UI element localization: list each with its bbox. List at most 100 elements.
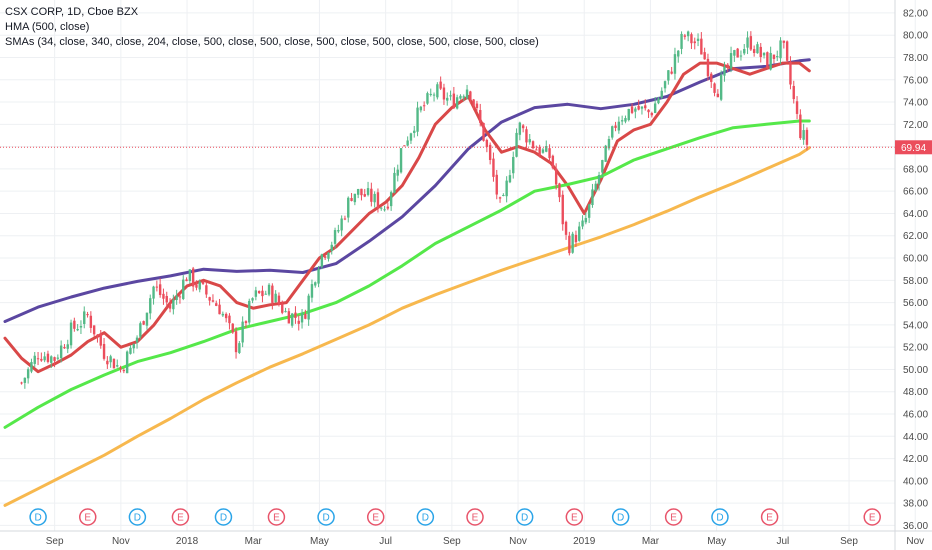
candle-body (568, 235, 571, 254)
last-price-label: 69.94 (901, 143, 926, 154)
earnings-marker[interactable]: E (79, 508, 97, 526)
candle-body (620, 120, 624, 122)
x-tick-label: Sep (46, 536, 64, 547)
candle-body (234, 331, 238, 353)
candle-body (759, 46, 762, 58)
candle-body (330, 244, 333, 252)
candle-body (360, 188, 363, 196)
candle-body (729, 53, 733, 69)
candle-body (69, 322, 73, 346)
y-tick-label: 64.00 (903, 209, 928, 220)
event-circle (863, 508, 881, 526)
candle-body (109, 356, 112, 363)
dividend-marker[interactable]: D (29, 508, 47, 526)
dividend-marker[interactable]: D (711, 508, 729, 526)
candle-body (449, 95, 452, 97)
candle-body (624, 118, 627, 122)
candle-body (33, 355, 36, 364)
candle-body (627, 108, 630, 121)
candle-body (485, 139, 489, 147)
candle-body (215, 303, 218, 306)
candle-body (680, 33, 683, 49)
x-tick-label: Mar (642, 536, 660, 547)
earnings-marker[interactable]: E (863, 508, 881, 526)
candle-body (587, 204, 591, 218)
y-tick-label: 72.00 (903, 120, 928, 131)
candle-body (323, 256, 327, 258)
y-tick-label: 40.00 (903, 476, 928, 487)
candle-body (505, 180, 508, 197)
earnings-marker[interactable]: E (366, 508, 385, 526)
candle-body (581, 220, 584, 227)
event-letter: E (766, 513, 773, 524)
candle-body (132, 343, 135, 349)
candle-body (459, 95, 462, 99)
candle-body (429, 93, 432, 95)
candle-body (172, 299, 175, 310)
candle-body (578, 226, 581, 241)
earnings-marker[interactable]: E (760, 508, 779, 526)
candle-body (188, 269, 192, 282)
candle-body (545, 146, 548, 152)
price-axis[interactable]: 36.00 38.00 40.00 42.00 44.00 46.00 48.00 50.00… (894, 0, 932, 550)
candle-body (574, 234, 578, 243)
candle-body (257, 290, 261, 294)
candle-body (297, 320, 300, 324)
candle-body (343, 218, 347, 220)
earnings-marker[interactable]: E (267, 508, 286, 526)
candle-body (416, 107, 419, 132)
earnings-marker[interactable]: E (664, 508, 683, 526)
candle-body (426, 93, 429, 104)
y-tick-label: 44.00 (903, 432, 928, 443)
candle-body (597, 174, 601, 185)
candle-body (304, 313, 307, 319)
dividend-marker[interactable]: D (611, 508, 630, 526)
event-circle (515, 508, 534, 526)
y-tick-label: 82.00 (903, 8, 928, 19)
candle-body (106, 360, 109, 365)
candle-body (492, 158, 495, 177)
candle-body (802, 130, 805, 140)
candle-body (244, 321, 248, 324)
candle-body (604, 145, 607, 162)
candle-body (469, 91, 472, 100)
candle-body (191, 268, 195, 287)
candle-body (149, 298, 152, 314)
x-tick-label: Mar (245, 536, 263, 547)
candle-body (307, 295, 310, 320)
candle-body (663, 81, 667, 89)
dividend-marker[interactable]: D (416, 508, 435, 526)
x-tick-label: Nov (906, 536, 924, 547)
event-letter: D (716, 513, 723, 524)
candle-body (432, 94, 436, 96)
candle-body (224, 313, 228, 319)
event-letter: D (34, 513, 41, 524)
dividend-marker[interactable]: D (515, 508, 534, 526)
event-letter: E (571, 513, 578, 524)
dividend-marker[interactable]: D (128, 508, 147, 526)
candle-body (162, 293, 165, 299)
earnings-marker[interactable]: E (466, 508, 484, 526)
event-letter: E (472, 513, 479, 524)
candle-body (281, 304, 284, 313)
earnings-marker[interactable]: E (565, 508, 584, 526)
candle-body (317, 269, 320, 284)
candle-body (538, 147, 541, 155)
dividend-marker[interactable]: D (214, 508, 233, 526)
x-tick-label: May (310, 536, 329, 547)
event-letter: D (422, 513, 429, 524)
y-tick-label: 68.00 (903, 164, 928, 175)
candle-body (531, 141, 535, 149)
candle-body (462, 96, 465, 98)
candle-body (333, 230, 337, 244)
time-axis[interactable]: Sep Nov 2018 Mar May Jul Sep Nov 2019 Mar May Jul Se… (0, 530, 932, 547)
candle-body (284, 311, 287, 313)
candle-body (482, 122, 485, 141)
earnings-marker[interactable]: E (171, 508, 190, 526)
indicator-line-3 (3, 119, 811, 429)
candle-body (452, 93, 456, 109)
dividend-marker[interactable]: D (317, 508, 335, 526)
